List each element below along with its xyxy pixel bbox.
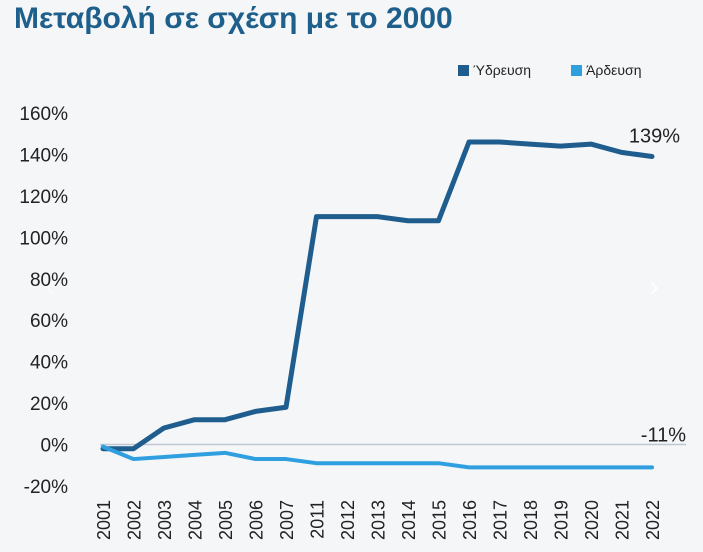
x-tick-label: 2011 <box>308 500 328 539</box>
chart-title: Μεταβολή σε σχέση με το 2000 <box>14 2 453 35</box>
x-tick-label: 2014 <box>399 500 419 540</box>
legend-swatch-hydreusi <box>458 64 469 76</box>
previous-slide-arrow-icon[interactable]: ‹ <box>45 270 55 303</box>
x-tick-label: 2005 <box>216 500 236 540</box>
legend-swatch-ardeusi <box>571 64 583 76</box>
x-tick-label: 2012 <box>338 500 358 540</box>
series-line-ardeusi <box>101 444 654 470</box>
x-tick-label: 2006 <box>247 500 267 540</box>
y-tick-label: 20% <box>30 394 68 415</box>
x-tick-label: 2018 <box>521 500 541 540</box>
x-tick-label: 2016 <box>460 500 480 540</box>
legend-item-hydreusi: Ύδρευση <box>458 62 531 78</box>
x-tick-label: 2019 <box>552 500 572 540</box>
x-tick-label: 2017 <box>491 500 511 540</box>
end-label-ardeusi: -11% <box>641 425 686 447</box>
x-tick-label: 2021 <box>613 500 633 540</box>
next-slide-arrow-icon[interactable]: › <box>649 270 659 303</box>
legend-item-ardeusi: Άρδευση <box>571 62 642 78</box>
x-tick-label: 2001 <box>94 500 114 540</box>
x-tick-label: 2002 <box>125 500 145 540</box>
y-tick-label: 80% <box>30 270 68 291</box>
x-tick-label: 2015 <box>430 500 450 540</box>
x-tick-label: 2022 <box>643 500 663 540</box>
x-tick-label: 2007 <box>277 500 297 540</box>
y-tick-label: -20% <box>24 477 68 498</box>
y-tick-label: 120% <box>19 187 68 208</box>
x-tick-label: 2020 <box>582 500 602 540</box>
y-tick-label: 100% <box>19 228 68 249</box>
x-tick-label: 2003 <box>155 500 175 540</box>
legend: Ύδρευση Άρδευση <box>458 62 642 78</box>
series-line-hydreusi <box>100 139 655 452</box>
y-tick-label: 60% <box>30 311 68 332</box>
x-tick-label: 2004 <box>186 500 206 540</box>
y-tick-label: 160% <box>19 104 68 125</box>
x-tick-label: 2013 <box>369 500 389 540</box>
y-tick-label: 0% <box>41 436 69 457</box>
y-tick-label: 40% <box>30 353 68 374</box>
legend-label-hydreusi: Ύδρευση <box>473 62 532 78</box>
y-tick-label: 140% <box>19 145 68 166</box>
legend-label-ardeusi: Άρδευση <box>586 62 642 78</box>
end-label-hydreusi: 139% <box>629 126 680 148</box>
